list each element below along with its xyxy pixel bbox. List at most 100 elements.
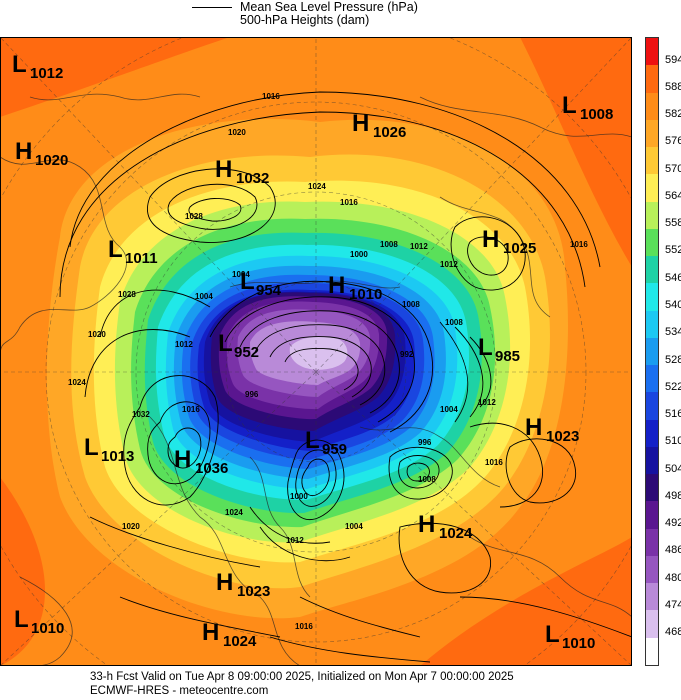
colorbar-label: 558 [665, 217, 681, 230]
colorbar-swatch [646, 474, 658, 502]
pressure-center-type: H [216, 569, 233, 596]
pressure-center-value: 1023 [237, 583, 270, 600]
valid-time-caption: 33-h Fcst Valid on Tue Apr 8 09:00:00 20… [90, 671, 514, 683]
pressure-center: L 954 [240, 268, 282, 299]
pressure-center: L 1008 [562, 92, 613, 123]
isobar-label: 1024 [68, 378, 86, 387]
isobar-label: 1004 [195, 292, 213, 301]
isobar-label: 996 [418, 438, 432, 447]
isobar-label: 1004 [440, 405, 458, 414]
pressure-center: L 1010 [545, 621, 595, 652]
height-band-468 [289, 336, 348, 370]
pressure-center-type: L [14, 606, 29, 633]
colorbar-swatch [646, 583, 658, 611]
pressure-center-type: L [108, 236, 123, 263]
pressure-center-value: 1020 [35, 152, 68, 169]
isobar-label: 1020 [88, 330, 106, 339]
mslp-legend-label: Mean Sea Level Pressure (hPa) [240, 0, 418, 14]
isobar-label: 1004 [345, 522, 363, 531]
pressure-center: H 1023 [216, 569, 270, 600]
source-caption: ECMWF-HRES - meteocentre.com [90, 685, 269, 697]
pressure-center-type: H [328, 272, 345, 299]
pressure-center-type: L [218, 330, 233, 357]
pressure-center-value: 1026 [373, 124, 406, 141]
colorbar-swatch [646, 310, 658, 339]
colorbar-swatch [646, 501, 658, 530]
mslp-legend-line [192, 7, 232, 8]
pressure-center-type: L [545, 621, 560, 648]
colorbar-label: 480 [665, 571, 681, 584]
colorbar-label: 528 [665, 353, 681, 366]
colorbar-swatch [646, 283, 658, 312]
weather-map: 1016 1020 1028 1024 1016 1012 1008 1000 … [0, 37, 632, 666]
colorbar-swatch [646, 337, 658, 366]
isobar-label: 1024 [225, 508, 243, 517]
isobar-label: 1012 [440, 260, 458, 269]
pressure-center-value: 952 [234, 344, 259, 361]
pressure-center-value: 1025 [503, 240, 536, 257]
isobar-label: 1008 [402, 300, 420, 309]
pressure-center-value: 1010 [31, 620, 64, 637]
isobar-label: 1000 [290, 492, 308, 501]
pressure-center: H 1032 [215, 156, 269, 187]
pressure-center-type: H [418, 511, 435, 538]
isobar-label: 1000 [350, 250, 368, 259]
pressure-center-value: 1024 [439, 525, 473, 542]
pressure-center-type: L [12, 51, 27, 78]
pressure-center: H 1025 [482, 226, 536, 257]
colorbar-swatch [646, 201, 658, 230]
isobar-label: 1008 [418, 475, 436, 484]
pressure-center: L 1012 [12, 51, 63, 82]
colorbar-swatch [646, 555, 658, 584]
pressure-center: L 959 [305, 427, 347, 458]
pressure-center-value: 1008 [580, 106, 613, 123]
colorbar-label: 546 [665, 271, 681, 284]
colorbar-label: 564 [665, 189, 681, 202]
height-band-588-se [420, 537, 632, 666]
isobar-label: 1008 [380, 240, 398, 249]
pressure-center: L 1013 [84, 434, 134, 465]
colorbar-label: 468 [665, 626, 681, 639]
colorbar-label: 534 [665, 326, 681, 339]
isobars [59, 91, 632, 663]
pressure-center-type: H [525, 414, 542, 441]
pressure-center-value: 1010 [562, 635, 595, 652]
isobar-label: 1016 [262, 92, 280, 101]
colorbar-label: 588 [665, 80, 681, 93]
colorbar-label: 570 [665, 162, 681, 175]
colorbar-label: 552 [665, 244, 681, 257]
pressure-center-value: 1023 [546, 428, 579, 445]
isobar-label: 1032 [132, 410, 150, 419]
pressure-center-value: 1036 [195, 460, 228, 477]
colorbar-label: 492 [665, 517, 681, 530]
colorbar-label: 522 [665, 380, 681, 393]
isobar-label: 1004 [232, 270, 250, 279]
isobar-label: 992 [400, 350, 414, 359]
pressure-centers: L 1012 H 1020 H 1032 H 1026 L 1008 H 1025 L 101… [12, 51, 613, 652]
isobar-label: 1028 [185, 212, 203, 221]
pressure-center-value: 1011 [125, 250, 158, 267]
pressure-center: H 1026 [352, 110, 406, 141]
pressure-center-type: L [562, 92, 577, 119]
pressure-center-type: H [215, 156, 232, 183]
colorbar-label: 504 [665, 462, 681, 475]
colorbar-label: 582 [665, 108, 681, 121]
colorbar-swatch [646, 365, 658, 393]
pressure-center-type: H [15, 138, 32, 165]
isobar-label: 1012 [286, 536, 304, 545]
pressure-center-value: 959 [322, 441, 347, 458]
map-header: Mean Sea Level Pressure (hPa) 500-hPa He… [0, 0, 681, 36]
colorbar-swatch [646, 256, 658, 284]
colorbar-swatch [646, 392, 658, 421]
isobar-label: 1016 [182, 405, 200, 414]
colorbar-label: 516 [665, 408, 681, 421]
pressure-center-type: L [305, 427, 320, 454]
pressure-center-value: 985 [495, 348, 520, 365]
colorbar-label: 486 [665, 544, 681, 557]
colorbar-label: 540 [665, 298, 681, 311]
map-svg: 1016 1020 1028 1024 1016 1012 1008 1000 … [0, 37, 632, 666]
pressure-center-value: 1010 [349, 286, 382, 303]
pressure-center-type: H [482, 226, 499, 253]
pressure-center: L 985 [478, 334, 520, 365]
pressure-center-type: L [478, 334, 493, 361]
